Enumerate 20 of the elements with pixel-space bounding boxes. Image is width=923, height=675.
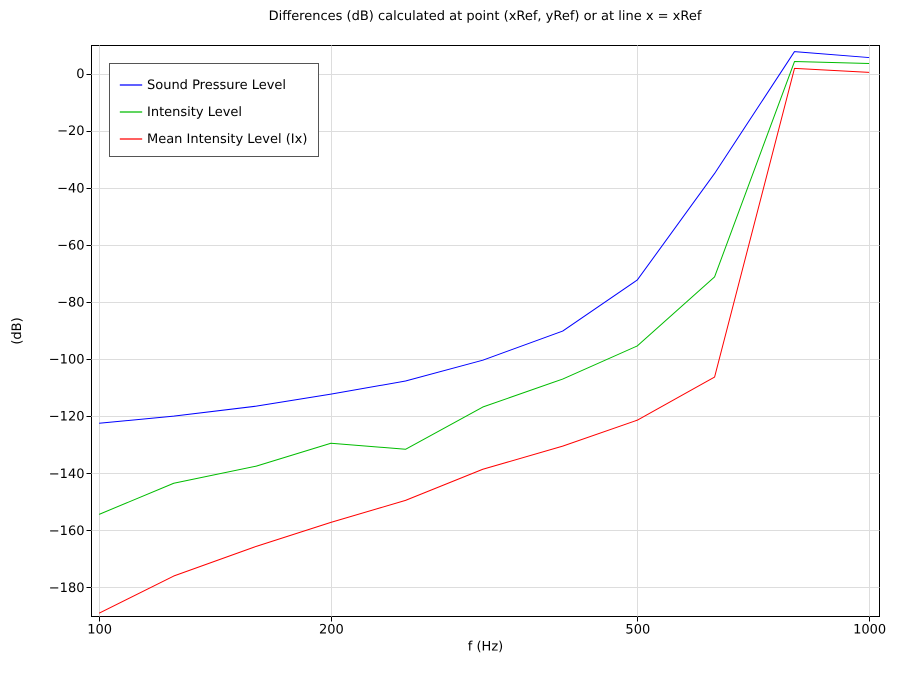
y-tick-label: −160 <box>48 524 84 539</box>
y-tick-label: −140 <box>48 466 84 482</box>
y-tick-label: −40 <box>57 181 84 196</box>
y-tick-label: −80 <box>57 295 84 310</box>
chart-title: Differences (dB) calculated at point (xRef, yRef) or at line x = xRef <box>268 9 702 24</box>
y-tick-label: −180 <box>48 580 84 596</box>
legend-label: Sound Pressure Level <box>147 78 286 93</box>
legend-label: Intensity Level <box>147 105 242 120</box>
x-tick-label: 100 <box>87 622 112 638</box>
y-tick-label: −20 <box>57 124 84 140</box>
y-axis-title: (dB) <box>10 317 25 345</box>
x-axis-title: f (Hz) <box>468 640 504 654</box>
y-tick-label: −120 <box>48 410 84 425</box>
y-tick-label: 0 <box>76 67 84 82</box>
y-tick-label: −60 <box>57 238 84 254</box>
x-tick-label: 200 <box>319 622 344 638</box>
legend-label: Mean Intensity Level (Ix) <box>147 132 308 147</box>
y-tick-label: −100 <box>48 352 84 368</box>
x-tick-label: 500 <box>625 622 650 638</box>
x-tick-label: 1000 <box>853 622 886 638</box>
